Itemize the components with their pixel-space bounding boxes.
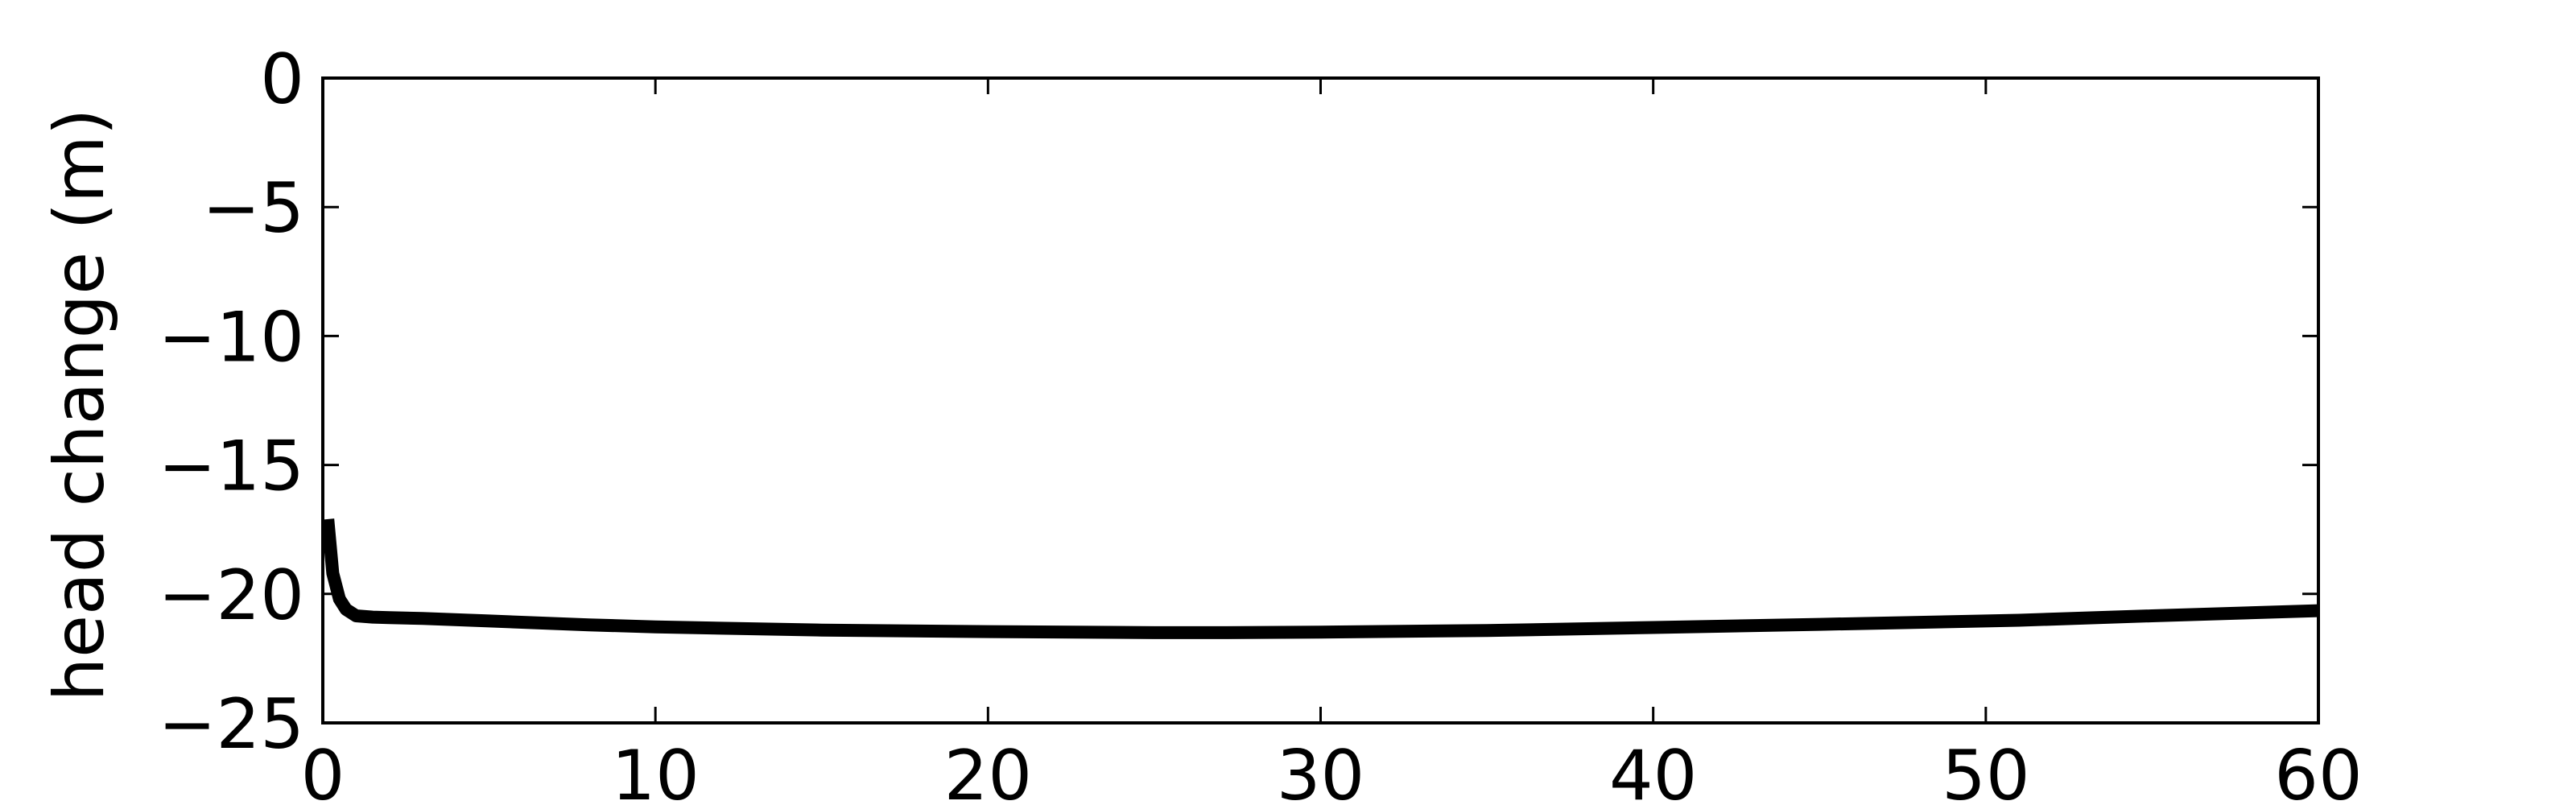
y-tick-label: −5 <box>202 168 304 249</box>
y-tick-label: −15 <box>159 427 305 507</box>
x-tick-label: 10 <box>611 736 699 805</box>
y-tick-label: 0 <box>260 39 304 120</box>
x-tick-label: 40 <box>1609 736 1697 805</box>
series-line-0 <box>323 518 2318 639</box>
x-tick-label: 60 <box>2274 736 2362 805</box>
x-tick-label: 50 <box>1942 736 2029 805</box>
plot-area: 0 10 20 30 40 50 60 0 −5 −10 −15 −20 −25 <box>159 39 2363 805</box>
y-tick-label: −20 <box>159 555 305 636</box>
y-tick-label: −25 <box>159 684 305 765</box>
y-axis-title: head change (m) <box>39 109 120 702</box>
x-tick-label: 0 <box>301 736 345 805</box>
x-tick-label: 20 <box>944 736 1032 805</box>
y-tick-label: −10 <box>159 297 305 378</box>
x-tick-label: 30 <box>1277 736 1364 805</box>
y-axis-title-group: head change (m) <box>39 109 120 702</box>
